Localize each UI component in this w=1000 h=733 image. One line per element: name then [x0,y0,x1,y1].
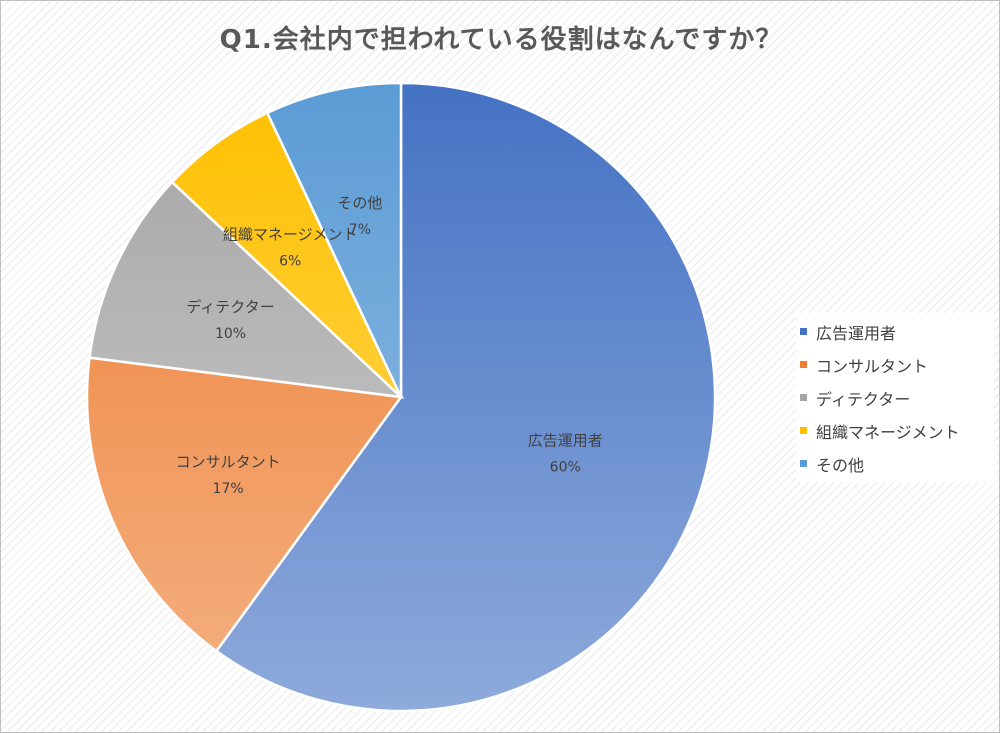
pie-slice [88,180,405,399]
slice-label: ディテクター [186,298,274,316]
legend-item: その他 [800,447,990,480]
legend-item: 組織マネージメント [800,414,990,447]
legend-label: 広告運用者 [816,323,897,343]
legend-item: 広告運用者 [800,315,990,348]
legend-swatch [800,328,807,335]
pie-slice [170,111,403,398]
legend-label: ディテクター [816,389,911,409]
slice-value-label: 17% [213,481,244,497]
slice-value-label: 60% [550,459,581,475]
legend-swatch [800,460,807,467]
legend-item: ディテクター [800,381,990,414]
legend-label: 組織マネージメント [816,422,960,442]
legend-swatch [800,427,807,434]
slice-label: コンサルタント [176,453,281,471]
pie-slice [85,356,404,653]
legend-label: その他 [816,455,865,475]
legend-swatch [800,394,807,401]
slice-value-label: 7% [349,222,371,238]
slice-label: 組織マネージメント [223,226,358,244]
legend-item: コンサルタント [800,348,990,381]
pie-slice [214,81,717,713]
slice-value-label: 6% [279,254,301,270]
legend-swatch [800,361,807,368]
legend: 広告運用者 コンサルタント ディテクター 組織マネージメント その他 [796,313,994,482]
legend-label: コンサルタント [816,356,929,376]
chart-title: Q1.会社内で担われている役割はなんですか？ [219,25,783,55]
slice-label: その他 [337,194,382,212]
slice-label: 広告運用者 [528,431,603,449]
slice-value-label: 10% [215,326,246,342]
pie-slice [265,81,403,398]
